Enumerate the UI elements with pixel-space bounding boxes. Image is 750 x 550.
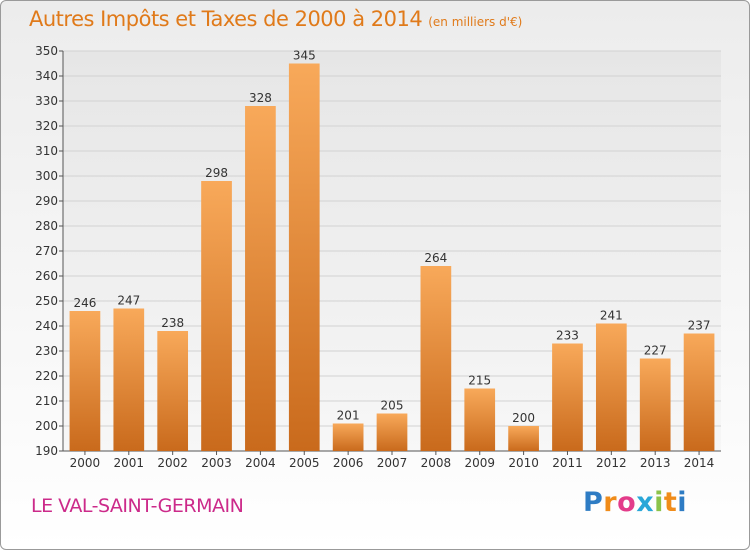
x-tick-label: 2004	[245, 456, 276, 470]
y-tick-label: 330	[35, 94, 58, 108]
logo-letter: t	[663, 487, 678, 518]
value-label: 201	[337, 409, 360, 423]
y-tick-label: 270	[35, 244, 58, 258]
bar	[245, 106, 276, 451]
x-tick-label: 2006	[333, 456, 364, 470]
value-label: 247	[117, 294, 140, 308]
x-tick-label: 2011	[552, 456, 583, 470]
bar	[157, 331, 189, 451]
value-labels: 246 247 238 298 328 345 201 205 264 215 200 233 241 2…	[73, 49, 710, 426]
bar	[683, 333, 715, 451]
bars	[69, 63, 715, 451]
value-label: 238	[161, 316, 184, 330]
bar	[639, 358, 671, 451]
x-tick-label: 2010	[508, 456, 539, 470]
x-tick-label: 2009	[464, 456, 495, 470]
y-tick-label: 340	[35, 69, 58, 83]
y-tick-label: 190	[35, 444, 58, 458]
x-tick-label: 2003	[201, 456, 232, 470]
y-tick-label: 350	[35, 44, 58, 58]
proxiti-logo: Proxiti	[583, 487, 687, 518]
logo-letter: x	[636, 487, 655, 518]
bar	[376, 413, 408, 451]
bar	[464, 388, 496, 451]
y-tick-label: 310	[35, 144, 58, 158]
y-tick-label: 230	[35, 344, 58, 358]
y-tick-label: 300	[35, 169, 58, 183]
y-tick-label: 250	[35, 294, 58, 308]
value-label: 264	[424, 251, 447, 265]
value-label: 241	[600, 309, 623, 323]
y-tick-label: 210	[35, 394, 58, 408]
value-label: 200	[512, 411, 535, 425]
commune-name: LE VAL-SAINT-GERMAIN	[31, 495, 244, 517]
x-tick-label: 2007	[377, 456, 408, 470]
bar	[332, 423, 364, 451]
y-tick-label: 320	[35, 119, 58, 133]
x-tick-label: 2000	[70, 456, 101, 470]
y-tick-label: 280	[35, 219, 58, 233]
logo-letter: o	[617, 487, 637, 518]
value-label: 246	[73, 296, 96, 310]
y-tick-label: 290	[35, 194, 58, 208]
logo-letter: P	[583, 487, 604, 518]
value-label: 233	[556, 329, 579, 343]
value-label: 298	[205, 166, 228, 180]
value-label: 205	[381, 399, 404, 413]
x-tick-label: 2014	[684, 456, 715, 470]
bar	[595, 323, 627, 451]
bar	[69, 311, 101, 451]
value-label: 345	[293, 49, 316, 63]
value-label: 237	[688, 319, 711, 333]
bar	[552, 343, 583, 451]
bar	[288, 63, 320, 451]
logo-letter: i	[654, 487, 664, 518]
x-tick-label: 2012	[596, 456, 627, 470]
bar	[508, 426, 539, 451]
value-label: 328	[249, 91, 272, 105]
x-tick-label: 2013	[640, 456, 671, 470]
bar	[113, 308, 145, 451]
x-axis: 2000 2001 2002 2003 2004 2005 2006 2007 2008 2009…	[70, 451, 715, 470]
title-text: Autres Impôts et Taxes de 2000 à 2014	[29, 7, 423, 31]
x-tick-label: 2005	[289, 456, 320, 470]
logo-letter: r	[603, 487, 618, 518]
y-tick-label: 220	[35, 369, 58, 383]
y-tick-label: 260	[35, 269, 58, 283]
logo-letter: i	[677, 487, 688, 518]
x-tick-label: 2002	[157, 456, 188, 470]
chart-title: Autres Impôts et Taxes de 2000 à 2014 (en…	[29, 7, 522, 31]
x-tick-label: 2008	[421, 456, 452, 470]
y-tick-label: 200	[35, 419, 58, 433]
value-label: 227	[644, 344, 667, 358]
value-label: 215	[468, 374, 491, 388]
x-tick-label: 2001	[114, 456, 145, 470]
chart-subtitle: (en milliers d'€)	[428, 15, 523, 29]
y-tick-label: 240	[35, 319, 58, 333]
bar	[420, 266, 452, 451]
bar	[201, 181, 232, 451]
